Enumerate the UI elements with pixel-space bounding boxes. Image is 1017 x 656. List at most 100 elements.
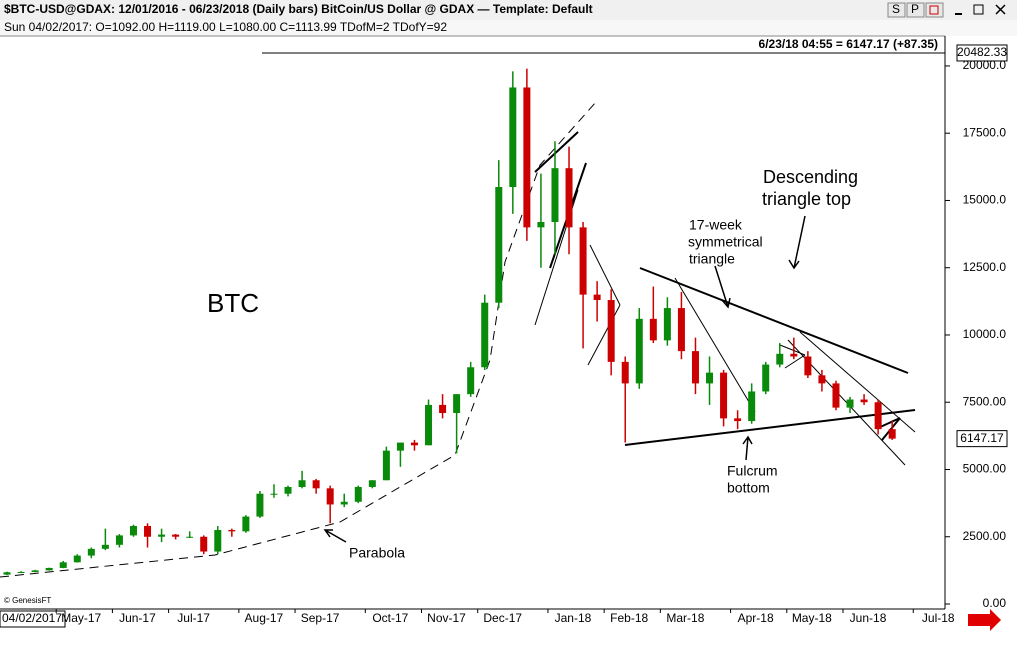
cursor-date-box bbox=[0, 610, 66, 628]
close-button[interactable] bbox=[995, 4, 1006, 15]
candle-body bbox=[340, 501, 348, 505]
arrow bbox=[788, 215, 806, 270]
y-tick-label: 12500.0 bbox=[963, 260, 1007, 274]
candle-body bbox=[354, 486, 362, 502]
candle-body bbox=[158, 534, 166, 537]
candle-body bbox=[635, 318, 643, 384]
candle-body bbox=[523, 87, 531, 228]
candle-body bbox=[804, 356, 812, 376]
candle-body bbox=[860, 399, 868, 403]
candle-body bbox=[846, 399, 854, 408]
candle-body bbox=[832, 383, 840, 408]
arrow bbox=[323, 529, 347, 543]
candle-body bbox=[31, 570, 39, 572]
candle-body bbox=[172, 534, 180, 537]
candle-body bbox=[720, 372, 728, 419]
x-tick-label: Dec-17 bbox=[483, 611, 522, 625]
title-bar bbox=[0, 0, 1017, 20]
fulcrum-base-line bbox=[624, 409, 916, 446]
y-tick-label: 17500.0 bbox=[963, 125, 1007, 139]
last-price-box bbox=[956, 430, 1008, 448]
high-marker-box bbox=[956, 44, 1008, 62]
trendline bbox=[784, 354, 806, 369]
candle-body bbox=[776, 353, 784, 365]
x-tick-label: Sep-17 bbox=[301, 611, 340, 625]
info-bar bbox=[0, 20, 1017, 36]
candle-body bbox=[888, 429, 896, 439]
candle-body bbox=[621, 361, 629, 384]
button-label[interactable]: P bbox=[911, 2, 919, 16]
maximize-button[interactable] bbox=[973, 4, 984, 15]
button[interactable] bbox=[906, 2, 925, 18]
candle-body bbox=[706, 372, 714, 384]
y-tick-label: 2500.00 bbox=[963, 529, 1007, 543]
x-tick-label: Mar-18 bbox=[666, 611, 704, 625]
annotation: 17-week bbox=[689, 217, 743, 233]
candle-body bbox=[73, 555, 81, 563]
channel-line bbox=[799, 331, 916, 433]
info-text: Sun 04/02/2017: O=1092.00 H=1119.00 L=10… bbox=[4, 20, 447, 34]
cursor-date: 04/02/2017 bbox=[2, 611, 62, 625]
x-tick-label: Feb-18 bbox=[610, 611, 648, 625]
candle-body bbox=[129, 525, 137, 536]
candle-body bbox=[818, 375, 826, 384]
candle-body bbox=[790, 353, 798, 357]
x-tick-label: Jul-18 bbox=[922, 611, 955, 625]
candle-body bbox=[326, 488, 334, 505]
x-tick-label: Jun-17 bbox=[119, 611, 156, 625]
candle-body bbox=[396, 442, 404, 451]
last-price: 6147.17 bbox=[960, 431, 1004, 445]
high-marker: 20482.33 bbox=[957, 45, 1007, 59]
candle-body bbox=[410, 442, 418, 446]
candle-body bbox=[101, 544, 109, 549]
arrow bbox=[714, 265, 731, 309]
candle-body bbox=[3, 572, 11, 575]
trendline bbox=[534, 131, 579, 173]
candle-body bbox=[368, 480, 376, 487]
candle-body bbox=[551, 168, 559, 222]
candle-body bbox=[649, 318, 657, 341]
parabola-line bbox=[0, 101, 597, 578]
arrow bbox=[742, 435, 753, 461]
candle-body bbox=[242, 516, 250, 532]
x-tick-label: Jan-18 bbox=[555, 611, 592, 625]
candle-body bbox=[748, 391, 756, 422]
candle-body bbox=[691, 351, 699, 384]
candle-body bbox=[228, 530, 236, 532]
trendline bbox=[674, 277, 756, 413]
button[interactable] bbox=[925, 2, 944, 18]
candle-body bbox=[579, 227, 587, 295]
candle-body bbox=[214, 530, 222, 552]
annotation: triangle bbox=[689, 251, 735, 267]
candle-body bbox=[45, 567, 53, 571]
y-tick-label: 10000.0 bbox=[963, 327, 1007, 341]
x-tick-label: Oct-17 bbox=[372, 611, 408, 625]
y-tick-label: 5000.00 bbox=[963, 462, 1007, 476]
candle-body bbox=[270, 493, 278, 495]
candle-body bbox=[200, 536, 208, 552]
scroll-arrow[interactable] bbox=[968, 609, 1001, 631]
candle-body bbox=[284, 486, 292, 494]
annotation: bottom bbox=[727, 480, 770, 496]
x-tick-label: May-18 bbox=[792, 611, 832, 625]
candle-body bbox=[874, 402, 882, 430]
candle-body bbox=[17, 571, 25, 573]
button-label[interactable]: S bbox=[892, 2, 900, 16]
candle-body bbox=[663, 308, 671, 341]
trendlines bbox=[0, 101, 916, 578]
last-quote: 6/23/18 04:55 = 6147.17 (+87.35) bbox=[759, 37, 938, 51]
annotation: Parabola bbox=[349, 545, 405, 561]
candle-body bbox=[677, 308, 685, 352]
annotation: Fulcrum bbox=[727, 463, 778, 479]
candle-body bbox=[453, 394, 461, 413]
candle-body bbox=[607, 300, 615, 362]
candle-body bbox=[186, 536, 194, 538]
x-tick-label: Jul-17 bbox=[177, 611, 210, 625]
candle-body bbox=[382, 450, 390, 481]
x-tick-label: May-17 bbox=[61, 611, 101, 625]
button[interactable] bbox=[887, 2, 906, 18]
candle-body bbox=[256, 493, 264, 517]
trendline bbox=[881, 417, 901, 441]
